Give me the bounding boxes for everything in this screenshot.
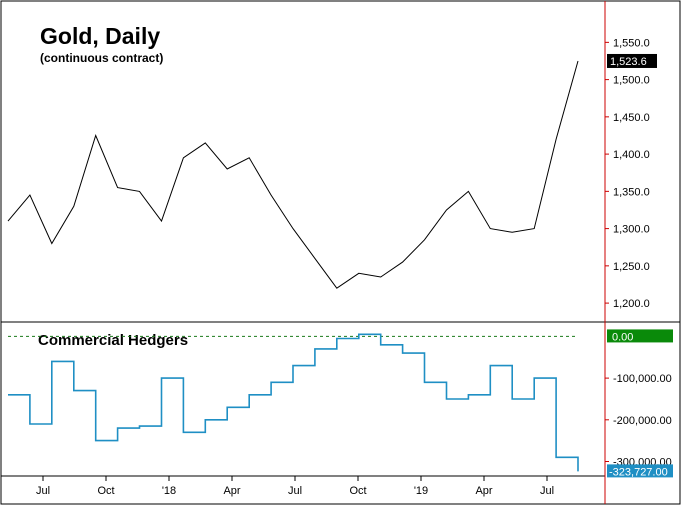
x-tick-label: Apr [475,485,492,497]
cot-series-line [8,333,579,472]
price-y-ticks: 1,550.0 1,500.0 1,450.0 1,400.0 1,350.0 1,300… [605,37,650,310]
x-tick-label: Oct [349,485,366,497]
x-tick-label: Jul [288,485,302,497]
price-tick-label: 1,450.0 [613,112,650,124]
x-tick-label: Jul [540,485,554,497]
cot-tick-label: -100,000.00 [613,373,672,385]
price-last-tag: 1,523.6 [607,53,657,68]
zero-value-label: 0.00 [612,331,633,343]
price-tick-label: 1,200.0 [613,298,650,310]
x-axis-ticks: Jul Oct '18 Apr Jul Oct '19 Apr Jul [36,476,554,497]
price-last-tag-box [607,53,657,68]
price-tick-label: 1,550.0 [613,37,650,49]
cot-last-tag: -323,727.00 [607,464,673,478]
price-tick-label: 1,500.0 [613,75,650,87]
zero-tag-box [607,329,673,343]
x-tick-label: Jul [36,485,50,497]
cot-tick-label: -200,000.00 [613,415,672,427]
cot-panel-title: Commercial Hedgers [38,332,188,349]
cot-last-tag-box [607,464,673,478]
price-series-line [7,60,579,289]
chart-title: Gold, Daily [40,23,160,49]
x-tick-label: Apr [223,485,240,497]
x-tick-label: Oct [97,485,114,497]
price-tick-label: 1,300.0 [613,224,650,236]
x-tick-label: '19 [414,485,428,497]
price-tick-label: 1,350.0 [613,186,650,198]
chart-subtitle: (continuous contract) [40,51,163,65]
price-tick-label: 1,400.0 [613,149,650,161]
zero-tag: 0.00 [607,329,673,343]
price-tick-label: 1,250.0 [613,261,650,273]
x-tick-label: '18 [162,485,176,497]
cot-last-value: -323,727.00 [609,466,668,478]
price-last-value: 1,523.6 [610,56,647,68]
